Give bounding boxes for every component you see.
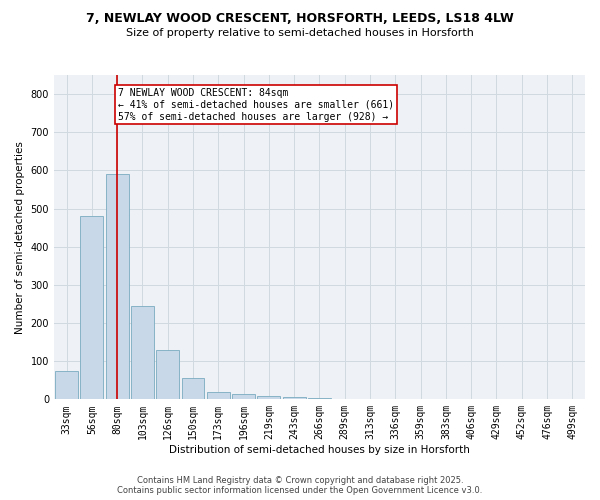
Bar [80, 216, 103, 400]
Bar [131, 306, 154, 400]
Bar [55, 370, 78, 400]
Bar [283, 396, 305, 400]
Bar [207, 392, 230, 400]
Bar [308, 398, 331, 400]
Bar [106, 174, 128, 400]
Text: Contains HM Land Registry data © Crown copyright and database right 2025.
Contai: Contains HM Land Registry data © Crown c… [118, 476, 482, 495]
Text: 7, NEWLAY WOOD CRESCENT, HORSFORTH, LEEDS, LS18 4LW: 7, NEWLAY WOOD CRESCENT, HORSFORTH, LEED… [86, 12, 514, 26]
Bar [257, 396, 280, 400]
Y-axis label: Number of semi-detached properties: Number of semi-detached properties [15, 140, 25, 334]
X-axis label: Distribution of semi-detached houses by size in Horsforth: Distribution of semi-detached houses by … [169, 445, 470, 455]
Text: Size of property relative to semi-detached houses in Horsforth: Size of property relative to semi-detach… [126, 28, 474, 38]
Bar [157, 350, 179, 400]
Bar [232, 394, 255, 400]
Text: 7 NEWLAY WOOD CRESCENT: 84sqm
← 41% of semi-detached houses are smaller (661)
57: 7 NEWLAY WOOD CRESCENT: 84sqm ← 41% of s… [118, 88, 395, 122]
Bar [182, 378, 205, 400]
